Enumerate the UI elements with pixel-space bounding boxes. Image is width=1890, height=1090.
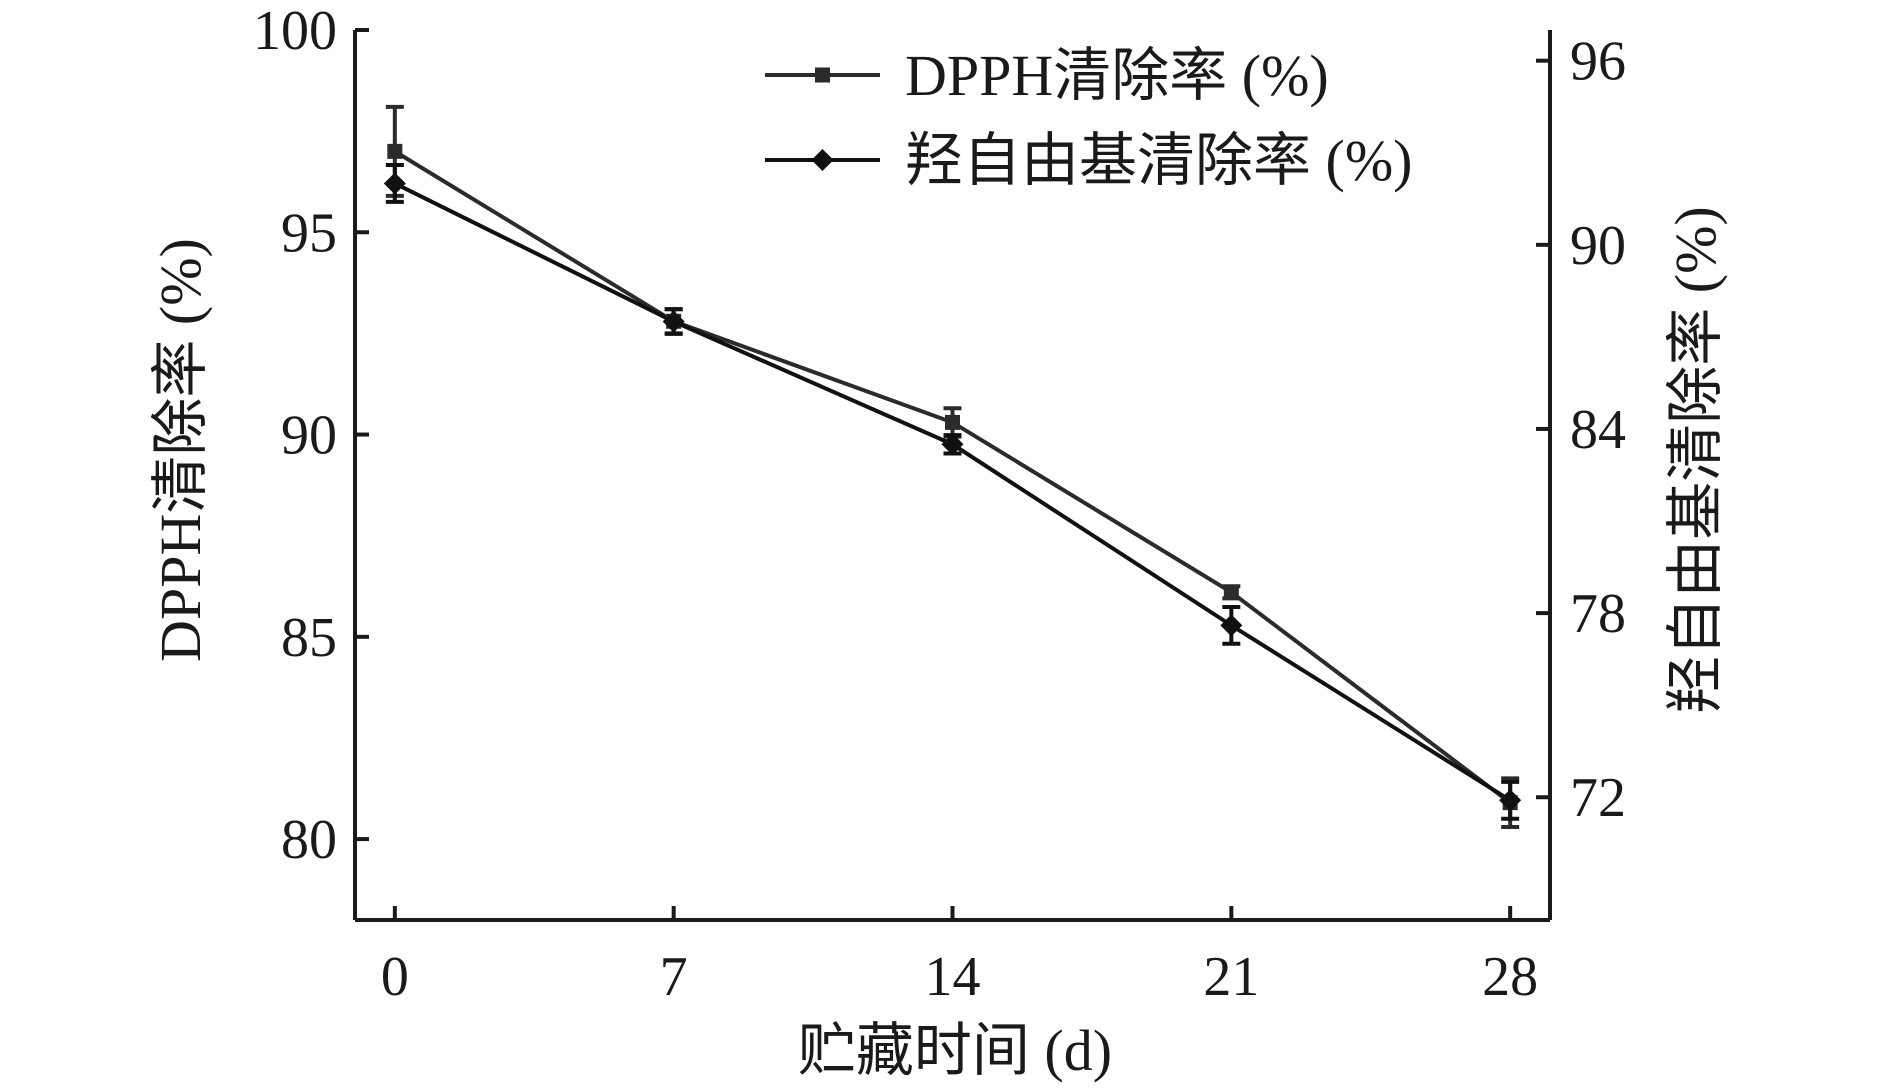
series-2-point [1220,614,1243,637]
y2-tick-label: 96 [1570,31,1626,93]
series-1-legend-label: DPPH清除率 (%) [905,43,1329,108]
series-1-point [387,143,403,159]
series-2-point [1499,789,1522,812]
y2-axis-title: 羟自由基清除率 (%) [1663,206,1728,713]
ticks: 0 7 14 21 28 80 85 90 95 100 72 78 84 90 96 [253,0,1626,1008]
series-lines [393,149,1512,805]
error-bars [385,104,1520,829]
x-axis-title: 贮藏时间 (d) [798,1018,1112,1083]
y2-tick-label: 78 [1570,583,1626,645]
y2-tick-label: 84 [1570,399,1626,461]
series-1-point [945,414,960,430]
series-1-line [393,149,1512,805]
series-2-legend-label: 羟自由基清除率 (%) [905,128,1412,193]
x-tick-label: 28 [1482,946,1538,1008]
series-1-legend-marker [815,67,830,83]
series-2-line [393,181,1512,803]
series-2-legend-marker [811,149,834,171]
y2-tick-label: 72 [1570,767,1626,829]
y-tick-label: 85 [281,607,337,669]
series-2-point [941,433,964,456]
y-tick-label: 95 [281,202,337,264]
y-tick-label: 100 [253,0,337,62]
series-markers [383,143,1522,812]
x-tick-label: 14 [925,946,981,1008]
x-tick-label: 0 [381,946,409,1008]
series-1-point [1223,584,1239,600]
y2-tick-label: 90 [1570,215,1626,277]
y-axis-title: DPPH清除率 (%) [148,238,213,662]
series-2-point [383,172,406,195]
legend: DPPH清除率 (%) 羟自由基清除率 (%) [765,43,1412,193]
y-tick-label: 90 [281,405,337,467]
x-tick-label: 7 [660,946,688,1008]
y-tick-label: 80 [281,809,337,871]
x-tick-label: 21 [1203,946,1259,1008]
series-2-point [662,310,685,333]
